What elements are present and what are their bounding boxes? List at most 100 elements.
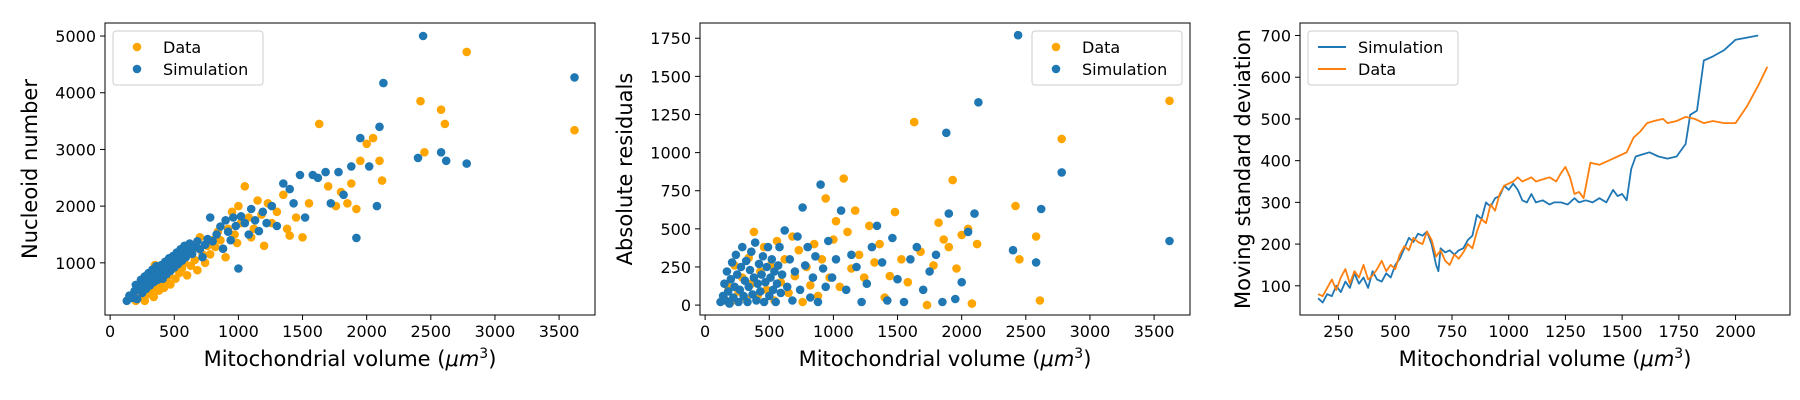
x-tick-label: 750 xyxy=(1437,322,1468,341)
x-tick-label: 3000 xyxy=(475,322,516,341)
point-simulation-56 xyxy=(218,244,228,253)
point-data-57 xyxy=(957,230,966,240)
point-simulation-49 xyxy=(198,252,207,262)
point-data-70 xyxy=(304,199,314,208)
point-data-32 xyxy=(831,216,841,226)
point-simulation-84 xyxy=(925,267,934,276)
point-simulation-46 xyxy=(776,288,786,298)
x-tick-label: 500 xyxy=(1380,322,1411,341)
point-simulation-54 xyxy=(212,230,221,239)
point-simulation-94 xyxy=(441,156,451,166)
point-simulation-65 xyxy=(244,230,253,239)
point-data-56 xyxy=(952,264,961,273)
point-simulation-49 xyxy=(782,282,792,292)
point-data-78 xyxy=(356,156,365,166)
point-simulation-80 xyxy=(321,167,330,177)
point-simulation-4 xyxy=(722,267,732,276)
x-tick-label: 2000 xyxy=(346,322,387,341)
point-simulation-27 xyxy=(752,296,761,305)
point-data-27 xyxy=(813,291,823,301)
point-data-32 xyxy=(182,271,192,280)
x-tick-label: 2000 xyxy=(1715,322,1756,341)
point-simulation-75 xyxy=(289,199,298,208)
point-data-53 xyxy=(939,235,948,244)
point-simulation-74 xyxy=(285,184,295,194)
point-data-86 xyxy=(440,119,450,129)
legend-marker-simulation xyxy=(1051,64,1061,74)
y-tick-label: 3000 xyxy=(55,140,96,159)
point-simulation-77 xyxy=(300,213,310,222)
point-simulation-42 xyxy=(771,297,780,307)
point-data-48 xyxy=(221,252,230,262)
point-simulation-70 xyxy=(847,250,856,260)
y-tick-label: 1000 xyxy=(650,144,691,163)
point-simulation-67 xyxy=(831,254,841,264)
y-tick-label: 200 xyxy=(1260,235,1291,254)
point-data-62 xyxy=(1015,254,1024,264)
point-data-53 xyxy=(234,201,243,211)
point-simulation-26 xyxy=(750,238,760,247)
point-data-76 xyxy=(347,179,356,188)
x-axis-label: Mitochondrial volume (μm3) xyxy=(1399,346,1692,371)
x-tick-label: 1500 xyxy=(282,322,323,341)
point-simulation-30 xyxy=(756,287,765,296)
point-simulation-29 xyxy=(754,259,764,269)
point-simulation-67 xyxy=(250,216,260,225)
point-data-37 xyxy=(850,206,860,215)
x-tick-label: 1500 xyxy=(877,322,918,341)
y-tick-label: 400 xyxy=(1260,152,1291,171)
y-tick-label: 600 xyxy=(1260,68,1291,87)
point-simulation-85 xyxy=(352,233,361,243)
point-data-54 xyxy=(944,242,954,252)
point-simulation-52 xyxy=(790,267,800,276)
point-data-42 xyxy=(875,239,884,249)
legend-label-data: Data xyxy=(1082,38,1120,57)
point-simulation-64 xyxy=(821,282,830,292)
point-simulation-61 xyxy=(813,297,823,307)
x-tick-label: 1000 xyxy=(218,322,259,341)
point-data-85 xyxy=(436,105,446,114)
point-simulation-36 xyxy=(763,242,773,252)
point-data-18 xyxy=(159,283,169,293)
x-tick-label: 250 xyxy=(1323,322,1354,341)
point-simulation-83 xyxy=(918,285,928,295)
chart-panel-2: 0 500 1000 1500 2000 2500 3000 3500 0 250 500 750 10… xyxy=(613,22,1191,371)
x-tick-label: 500 xyxy=(159,322,190,341)
point-simulation-58 xyxy=(223,227,233,236)
point-data-67 xyxy=(285,231,295,240)
y-tick-label: 2000 xyxy=(55,197,96,216)
x-tick-label: 2500 xyxy=(1005,322,1046,341)
point-simulation-93 xyxy=(436,148,446,157)
x-tick-label: 2000 xyxy=(941,322,982,341)
point-simulation-70 xyxy=(262,218,271,228)
point-data-44 xyxy=(885,271,895,281)
point-simulation-89 xyxy=(951,294,960,304)
point-simulation-19 xyxy=(741,256,751,266)
point-simulation-59 xyxy=(808,273,818,282)
axes-frame xyxy=(104,22,596,316)
point-simulation-76 xyxy=(877,258,887,267)
point-simulation-47 xyxy=(193,237,202,246)
point-simulation-60 xyxy=(229,213,238,222)
point-data-88 xyxy=(570,125,579,135)
point-simulation-5 xyxy=(132,294,142,304)
legend: Data Simulation xyxy=(112,30,264,86)
point-simulation-53 xyxy=(793,232,802,241)
point-simulation-2 xyxy=(720,279,729,289)
point-simulation-22 xyxy=(745,265,755,275)
x-tick-label: 3500 xyxy=(539,322,580,341)
point-data-33 xyxy=(835,282,845,292)
point-simulation-91 xyxy=(413,153,423,163)
y-axis-label: Nucleoid number xyxy=(18,79,42,259)
point-data-23 xyxy=(166,280,175,289)
y-axis-label: Moving standard deviation xyxy=(1231,29,1255,309)
point-data-61 xyxy=(1011,201,1020,211)
legend-label-simulation: Simulation xyxy=(163,60,248,79)
point-simulation-88 xyxy=(944,209,954,218)
point-data-65 xyxy=(279,190,288,200)
point-simulation-45 xyxy=(187,249,197,259)
point-data-75 xyxy=(343,199,352,208)
point-simulation-66 xyxy=(827,273,837,282)
legend: Simulation Data xyxy=(1307,30,1459,86)
point-data-52 xyxy=(934,218,943,227)
